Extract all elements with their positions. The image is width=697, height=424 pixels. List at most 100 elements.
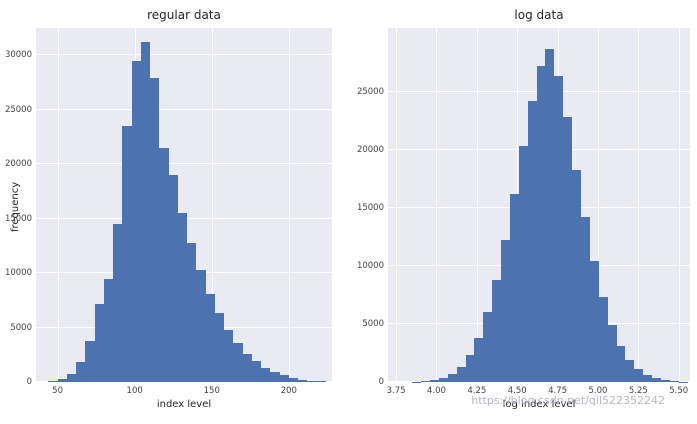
y-tick-label: 15000 — [4, 213, 32, 224]
histogram-bar — [85, 340, 95, 382]
gridline-horizontal — [36, 54, 332, 56]
histogram-bar — [177, 213, 188, 382]
histogram-bar — [233, 342, 243, 382]
histogram-bar — [607, 325, 617, 382]
histogram-bar — [580, 217, 590, 382]
gridline-horizontal — [36, 163, 332, 165]
gridline-vertical — [436, 28, 438, 382]
y-tick-label: 5000 — [362, 318, 384, 329]
y-tick-label: 10000 — [4, 268, 32, 279]
histogram-bar — [438, 377, 448, 382]
histogram-bar — [652, 378, 661, 382]
histogram-bar — [94, 303, 104, 382]
histogram-bar — [643, 375, 653, 382]
histogram-bar — [196, 269, 206, 382]
gridline-vertical — [476, 28, 478, 382]
histogram-bar — [279, 375, 289, 382]
histogram-bar — [316, 381, 326, 382]
y-tick-label: 10000 — [356, 260, 384, 271]
histogram-bar — [421, 380, 430, 382]
histogram-bar — [625, 359, 635, 382]
histogram-bar — [298, 379, 308, 382]
histogram-bar — [131, 60, 141, 382]
x-tick-label: 100 — [126, 386, 143, 396]
y-axis-label: frequency — [10, 181, 21, 232]
x-tick-label: 200 — [280, 386, 297, 396]
histogram-bar — [66, 374, 77, 382]
histogram-bar — [113, 224, 123, 382]
plot-area-regular — [36, 28, 332, 382]
histogram-bar — [572, 169, 581, 382]
histogram-bar — [563, 117, 573, 382]
histogram-bar — [288, 377, 299, 382]
chart-regular-data: regular data frequency index level 50 100… — [0, 0, 348, 424]
gridline-horizontal — [36, 108, 332, 110]
chart-log-data: log data log index level 3.75 4.00 4.25 4.5… — [348, 0, 697, 424]
y-tick-label: 0 — [378, 377, 384, 387]
histogram-bar — [150, 78, 160, 382]
histogram-bar — [616, 346, 626, 382]
histogram-bar — [465, 355, 475, 382]
x-tick-label: 5.50 — [669, 386, 689, 396]
histogram-bar — [168, 175, 178, 382]
chart-title: regular data — [147, 8, 221, 22]
histogram-bar — [251, 361, 262, 382]
gridline-vertical — [288, 28, 290, 382]
histogram-bar — [205, 293, 215, 382]
x-axis-label: index level — [156, 399, 212, 410]
x-tick-label: 150 — [203, 386, 220, 396]
x-tick-label: 4.75 — [548, 386, 568, 396]
histogram-bar — [527, 101, 537, 382]
gridline-vertical — [57, 28, 59, 382]
histogram-bar — [554, 75, 564, 382]
histogram-bar — [261, 367, 271, 382]
plot-area-log — [388, 28, 690, 382]
histogram-bar — [509, 193, 519, 382]
histogram-bar — [48, 381, 58, 382]
histogram-bar — [474, 337, 484, 382]
gridline-vertical — [597, 28, 599, 382]
histogram-bar — [483, 312, 493, 382]
histogram-bar — [122, 126, 132, 382]
y-tick-label: 0 — [26, 377, 32, 387]
x-tick-label: 50 — [52, 386, 63, 396]
histogram-bar — [57, 379, 67, 382]
histogram-bar — [159, 147, 169, 382]
y-tick-label: 25000 — [356, 86, 384, 97]
histogram-bar — [224, 329, 234, 382]
histogram-bar — [307, 380, 317, 382]
histogram-bar — [429, 379, 439, 382]
histogram-bar — [518, 146, 528, 382]
histogram-bar — [214, 313, 225, 382]
histogram-bar — [501, 240, 510, 382]
histogram-bar — [669, 381, 679, 382]
y-tick-label: 25000 — [4, 104, 32, 115]
y-tick-label: 5000 — [10, 322, 32, 333]
y-tick-label: 20000 — [356, 144, 384, 155]
gridline-vertical — [211, 28, 213, 382]
histogram-bar — [456, 366, 466, 382]
histogram-bar — [447, 373, 457, 382]
x-tick-label: 4.50 — [507, 386, 527, 396]
histogram-bar — [242, 353, 252, 382]
histogram-bar — [187, 242, 197, 382]
gridline-vertical — [396, 28, 398, 382]
histogram-bar — [492, 279, 502, 382]
histogram-bar — [140, 42, 151, 382]
histogram-bar — [634, 369, 644, 382]
x-tick-label: 4.00 — [426, 386, 446, 396]
histogram-bar — [76, 362, 86, 382]
y-tick-label: 15000 — [356, 202, 384, 213]
histogram-bar — [598, 297, 608, 382]
histogram-bar — [270, 372, 280, 382]
histogram-bar — [589, 261, 599, 382]
y-tick-label: 20000 — [4, 159, 32, 170]
x-tick-label: 5.25 — [628, 386, 648, 396]
x-axis-label: log index level — [502, 399, 576, 410]
histogram-bar — [545, 48, 555, 382]
x-tick-label: 4.25 — [467, 386, 487, 396]
gridline-vertical — [638, 28, 640, 382]
histogram-bar — [660, 380, 670, 382]
x-tick-label: 3.75 — [386, 386, 406, 396]
gridline-vertical — [678, 28, 680, 382]
